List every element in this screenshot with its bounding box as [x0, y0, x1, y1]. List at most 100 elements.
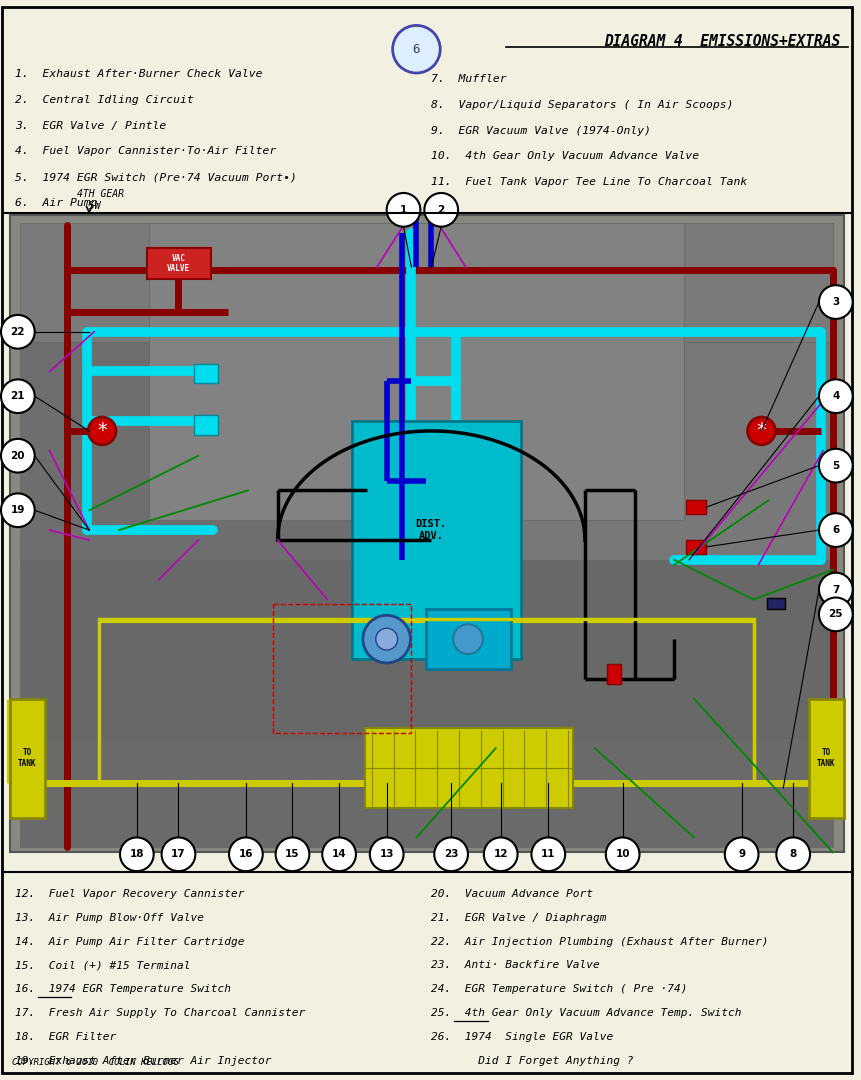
Text: 6: 6: [412, 43, 420, 56]
Text: 23: 23: [444, 849, 458, 860]
Text: 3: 3: [833, 297, 839, 307]
Text: 23.  Anti· Backfire Valve: 23. Anti· Backfire Valve: [431, 960, 600, 971]
Bar: [146, 247, 211, 280]
Bar: [10, 215, 844, 852]
Circle shape: [362, 616, 411, 663]
Text: 18: 18: [129, 849, 144, 860]
Text: 7.  Muffler: 7. Muffler: [431, 75, 507, 84]
Circle shape: [370, 837, 404, 872]
Circle shape: [120, 837, 153, 872]
Text: 2: 2: [437, 205, 445, 215]
Text: *: *: [757, 421, 766, 441]
Text: DIST.
ADV.: DIST. ADV.: [416, 519, 447, 541]
Circle shape: [322, 837, 356, 872]
Bar: [195, 415, 218, 435]
Circle shape: [434, 837, 468, 872]
Circle shape: [393, 26, 440, 73]
Text: 13: 13: [380, 849, 394, 860]
Circle shape: [606, 837, 640, 872]
Text: 7: 7: [832, 584, 839, 595]
Text: 25: 25: [828, 609, 843, 619]
Bar: [607, 664, 621, 684]
Text: TO
TANK: TO TANK: [817, 748, 835, 768]
Circle shape: [88, 417, 116, 445]
Text: 15: 15: [285, 849, 300, 860]
Text: DIAGRAM 4  EMISSIONS+EXTRAS: DIAGRAM 4 EMISSIONS+EXTRAS: [604, 35, 841, 50]
Bar: [426, 609, 511, 669]
Bar: [686, 500, 706, 514]
Bar: [10, 699, 45, 818]
Text: 20.  Vacuum Advance Port: 20. Vacuum Advance Port: [431, 889, 593, 899]
Bar: [20, 341, 397, 559]
Bar: [365, 728, 573, 808]
Bar: [426, 341, 833, 559]
Text: 26.  1974  Single EGR Valve: 26. 1974 Single EGR Valve: [431, 1031, 614, 1042]
Text: 22.  Air Injection Plumbing (Exhaust After Burner): 22. Air Injection Plumbing (Exhaust Afte…: [431, 936, 769, 946]
Bar: [686, 540, 706, 554]
Text: 5: 5: [833, 461, 839, 471]
Circle shape: [375, 629, 398, 650]
Circle shape: [531, 837, 565, 872]
Circle shape: [819, 285, 852, 319]
Bar: [352, 421, 521, 659]
Text: 12.  Fuel Vapor Recovery Cannister: 12. Fuel Vapor Recovery Cannister: [15, 889, 245, 899]
Circle shape: [725, 837, 759, 872]
Text: 14: 14: [331, 849, 346, 860]
Text: 4: 4: [832, 391, 839, 402]
Circle shape: [276, 837, 309, 872]
Circle shape: [819, 572, 852, 607]
Text: VAC
VALVE: VAC VALVE: [167, 254, 190, 273]
Circle shape: [387, 193, 420, 227]
Text: 6.  Air Pump: 6. Air Pump: [15, 198, 97, 208]
Text: 17: 17: [171, 849, 186, 860]
Text: 9.  EGR Vacuum Valve (1974-Only): 9. EGR Vacuum Valve (1974-Only): [431, 125, 651, 136]
Circle shape: [1, 315, 34, 349]
Text: 5.  1974 EGR Switch (Pre·74 Vacuum Port•): 5. 1974 EGR Switch (Pre·74 Vacuum Port•): [15, 172, 297, 183]
Text: Did I Forget Anything ?: Did I Forget Anything ?: [431, 1055, 634, 1066]
Text: 2.  Central Idling Circuit: 2. Central Idling Circuit: [15, 95, 194, 105]
Text: 16.  1974 EGR Temperature Switch: 16. 1974 EGR Temperature Switch: [15, 984, 231, 995]
Circle shape: [1, 494, 34, 527]
Circle shape: [819, 597, 852, 631]
Circle shape: [1, 379, 34, 413]
Bar: [20, 222, 833, 341]
Circle shape: [747, 417, 776, 445]
Text: 9: 9: [738, 849, 746, 860]
Bar: [149, 222, 684, 521]
Text: 4TH GEAR
  5W: 4TH GEAR 5W: [77, 189, 124, 211]
Text: 14.  Air Pump Air Filter Cartridge: 14. Air Pump Air Filter Cartridge: [15, 936, 245, 946]
Text: 6: 6: [833, 525, 839, 535]
Text: 22: 22: [10, 327, 25, 337]
Text: 11.  Fuel Tank Vapor Tee Line To Charcoal Tank: 11. Fuel Tank Vapor Tee Line To Charcoal…: [431, 177, 747, 187]
Bar: [195, 364, 218, 383]
Circle shape: [819, 379, 852, 413]
Text: TO
TANK: TO TANK: [17, 748, 36, 768]
Circle shape: [484, 837, 517, 872]
Text: 15.  Coil (+) #15 Terminal: 15. Coil (+) #15 Terminal: [15, 960, 190, 971]
Text: 3.  EGR Valve / Pintle: 3. EGR Valve / Pintle: [15, 121, 166, 131]
Text: 1: 1: [400, 205, 407, 215]
Circle shape: [424, 193, 458, 227]
Circle shape: [819, 513, 852, 546]
Circle shape: [453, 624, 483, 654]
Bar: [767, 597, 785, 609]
Text: 21: 21: [10, 391, 25, 402]
Bar: [809, 699, 844, 818]
Bar: [273, 605, 412, 733]
Text: 11: 11: [541, 849, 555, 860]
Circle shape: [229, 837, 263, 872]
Text: 24.  EGR Temperature Switch ( Pre ·74): 24. EGR Temperature Switch ( Pre ·74): [431, 984, 688, 995]
Text: 25.  4th Gear Only Vacuum Advance Temp. Switch: 25. 4th Gear Only Vacuum Advance Temp. S…: [431, 1008, 742, 1018]
Text: 19: 19: [10, 505, 25, 515]
Text: 21.  EGR Valve / Diaphragm: 21. EGR Valve / Diaphragm: [431, 913, 607, 922]
Text: 10: 10: [616, 849, 630, 860]
Text: *: *: [97, 421, 107, 441]
Bar: [20, 739, 833, 848]
Text: 8: 8: [790, 849, 796, 860]
Circle shape: [777, 837, 810, 872]
Text: 8.  Vapor/Liquid Separators ( In Air Scoops): 8. Vapor/Liquid Separators ( In Air Scoo…: [431, 99, 734, 110]
Text: 18.  EGR Filter: 18. EGR Filter: [15, 1031, 116, 1042]
Bar: [99, 619, 753, 783]
Text: 4.  Fuel Vapor Cannister·To·Air Filter: 4. Fuel Vapor Cannister·To·Air Filter: [15, 147, 276, 157]
Text: 19.  Exhaust After Burner Air Injector: 19. Exhaust After Burner Air Injector: [15, 1055, 271, 1066]
